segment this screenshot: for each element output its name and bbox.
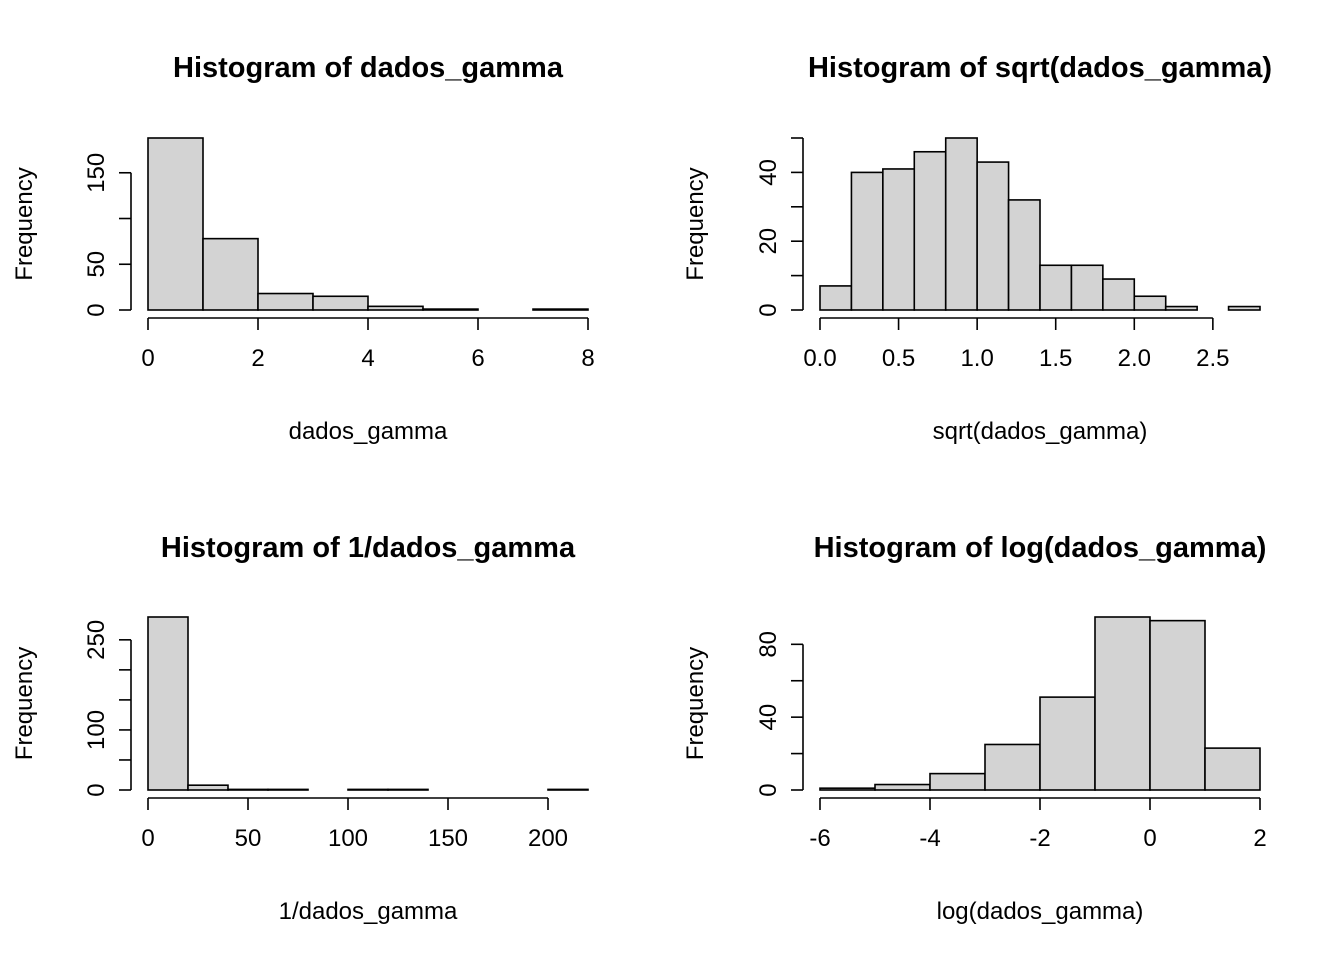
y-tick-label: 20 xyxy=(755,228,782,255)
histogram-bar xyxy=(1039,264,1073,311)
y-tick-label: 50 xyxy=(83,251,110,278)
histogram-bar xyxy=(944,137,978,311)
x-axis-label: sqrt(dados_gamma) xyxy=(933,418,1148,445)
x-tick-label: 50 xyxy=(235,825,262,852)
histogram-bar xyxy=(267,788,309,791)
x-tick-label: 1.5 xyxy=(1039,345,1072,372)
x-tick-label: 8 xyxy=(581,345,594,372)
x-tick-label: 0 xyxy=(1143,825,1156,852)
histogram-bar xyxy=(1164,305,1198,311)
y-tick-label: 0 xyxy=(755,783,782,796)
x-tick-label: 100 xyxy=(328,825,368,852)
histogram-bar xyxy=(347,788,389,791)
histogram-bar xyxy=(976,161,1010,311)
x-tick-label: 6 xyxy=(471,345,484,372)
x-tick-label: 2 xyxy=(251,345,264,372)
x-tick-label: 0 xyxy=(141,345,154,372)
x-tick-label: -6 xyxy=(809,825,830,852)
chart-title: Histogram of sqrt(dados_gamma) xyxy=(808,52,1272,84)
y-axis-label: Frequency xyxy=(682,647,709,760)
y-tick-label: 40 xyxy=(755,159,782,186)
y-tick-label: 250 xyxy=(83,620,110,660)
histogram-bar xyxy=(227,788,269,791)
y-tick-label: 150 xyxy=(83,153,110,193)
histogram-bar xyxy=(819,285,853,311)
histogram-bar xyxy=(1204,747,1261,791)
x-tick-label: -2 xyxy=(1029,825,1050,852)
x-tick-label: 150 xyxy=(428,825,468,852)
histogram-bar xyxy=(312,295,369,311)
histogram-bar xyxy=(1007,199,1041,311)
histogram-bar xyxy=(1227,305,1261,311)
x-tick-label: 4 xyxy=(361,345,374,372)
y-axis-label: Frequency xyxy=(11,647,38,760)
y-tick-label: 40 xyxy=(755,704,782,731)
histogram-bar xyxy=(367,305,424,311)
y-axis-label: Frequency xyxy=(11,167,38,280)
x-tick-label: 0.0 xyxy=(803,345,836,372)
x-tick-label: 0.5 xyxy=(882,345,915,372)
panel-inverse-dados-gamma: Histogram of 1/dados_gamma 0 50 100 150 200 0 1… xyxy=(11,532,589,925)
y-tick-label: 100 xyxy=(83,710,110,750)
y-tick-label: 0 xyxy=(755,303,782,316)
y-tick-label: 80 xyxy=(755,631,782,658)
x-tick-label: 2.5 xyxy=(1196,345,1229,372)
histogram-bar xyxy=(1094,616,1151,791)
x-tick-label: 200 xyxy=(528,825,568,852)
x-axis-label: dados_gamma xyxy=(289,418,448,445)
histogram-bar xyxy=(547,788,589,791)
histogram-bar xyxy=(929,772,986,791)
histogram-bar xyxy=(147,137,204,311)
panel-dados-gamma: Histogram of dados_gamma 0 2 4 6 8 0 50 150 dados… xyxy=(11,52,595,445)
histogram-bar xyxy=(187,784,229,791)
histogram-bar xyxy=(147,616,189,791)
histogram-bar xyxy=(257,292,314,311)
histogram-bar xyxy=(1133,295,1167,311)
panel-sqrt-dados-gamma: Histogram of sqrt(dados_gamma) 0.0 0.5 1.0 1… xyxy=(682,52,1272,445)
x-tick-label: 1.0 xyxy=(960,345,993,372)
x-axis-label: log(dados_gamma) xyxy=(937,898,1144,925)
histogram-bar xyxy=(387,788,429,791)
histogram-bar xyxy=(913,150,947,311)
y-axis-label: Frequency xyxy=(682,167,709,280)
histogram-bar xyxy=(202,237,259,311)
x-tick-label: 0 xyxy=(141,825,154,852)
histogram-bar xyxy=(422,308,479,311)
histogram-bar xyxy=(819,787,876,791)
chart-title: Histogram of 1/dados_gamma xyxy=(161,532,576,564)
x-tick-label: 2.0 xyxy=(1118,345,1151,372)
y-tick-label: 0 xyxy=(83,783,110,796)
chart-title: Histogram of log(dados_gamma) xyxy=(814,532,1267,564)
y-tick-label: 0 xyxy=(83,303,110,316)
x-tick-label: 2 xyxy=(1253,825,1266,852)
histogram-bar xyxy=(1102,278,1136,311)
histogram-bar xyxy=(984,743,1041,791)
histogram-bar xyxy=(1149,619,1206,791)
x-tick-label: -4 xyxy=(919,825,940,852)
histogram-bar xyxy=(874,783,931,791)
histogram-bar xyxy=(1070,264,1104,311)
x-axis-label: 1/dados_gamma xyxy=(279,898,458,925)
histogram-bar xyxy=(1039,696,1096,791)
histogram-bar xyxy=(532,308,589,311)
panel-log-dados-gamma: Histogram of log(dados_gamma)-6 -4 -2 0 2040… xyxy=(682,532,1267,925)
chart-title: Histogram of dados_gamma xyxy=(173,52,564,84)
histogram-bar xyxy=(850,171,884,311)
histogram-bar xyxy=(882,168,916,311)
